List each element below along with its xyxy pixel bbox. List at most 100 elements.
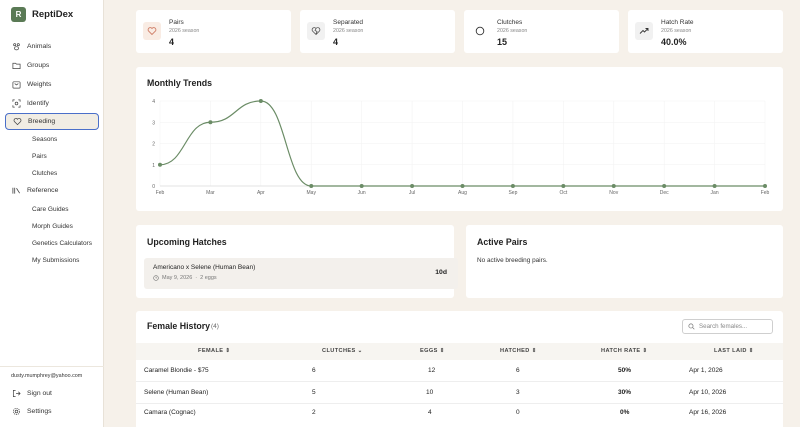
x-tick-label: May [307, 190, 317, 196]
stat-value: 15 [497, 37, 508, 47]
x-tick-label: Dec [660, 190, 669, 196]
brand[interactable]: R ReptiDex [11, 7, 73, 22]
sidebar-subitem-seasons[interactable]: Seasons [32, 136, 58, 143]
search-box[interactable]: Search females... [682, 319, 773, 334]
clock-icon [153, 275, 159, 281]
sidebar-item-label: Reference [27, 187, 59, 194]
data-point [359, 184, 364, 188]
sidebar-subitem-clutches[interactable]: Clutches [32, 170, 58, 177]
cell-clutches: 2 [312, 409, 316, 416]
hatch-eggs: 2 eggs [200, 275, 217, 281]
heart-icon [12, 117, 22, 127]
x-tick-label: Feb [156, 190, 165, 196]
sign-out-button[interactable]: Sign out [5, 385, 99, 402]
egg-icon [471, 22, 489, 40]
stat-label: Pairs [169, 19, 184, 26]
data-point [410, 184, 415, 188]
stat-value: 4 [169, 37, 175, 47]
app-name: ReptiDex [32, 9, 74, 20]
cell-hatched: 0 [516, 409, 520, 416]
data-point [208, 120, 213, 125]
data-point [510, 184, 515, 188]
data-point [158, 162, 162, 167]
cell-eggs: 12 [428, 367, 436, 374]
active-pairs-card: Active Pairs No active breeding pairs. [466, 225, 783, 298]
sign-out-label: Sign out [27, 390, 52, 397]
hatch-days: 10d [435, 269, 447, 276]
cell-hatch-rate: 50% [618, 367, 632, 374]
cell-eggs: 4 [428, 409, 432, 416]
sidebar-divider [0, 366, 104, 367]
row-divider [136, 381, 783, 382]
sidebar-subitem-care-guides[interactable]: Care Guides [32, 206, 69, 213]
settings-button[interactable]: Settings [5, 403, 99, 420]
data-point [712, 184, 717, 188]
cell-hatch-rate: 0% [620, 409, 630, 416]
x-tick-label: Jun [358, 190, 366, 196]
cell-last-laid: Apr 16, 2026 [689, 409, 727, 416]
cell-hatch-rate: 30% [618, 389, 632, 396]
stat-card-pairs: Pairs 2026 season 4 [136, 10, 291, 53]
y-tick-label: 1 [152, 163, 155, 169]
trend-up-icon [635, 22, 653, 40]
female-history-count: (4) [211, 323, 219, 330]
y-tick-label: 2 [152, 142, 155, 148]
x-tick-label: Jan [711, 190, 719, 196]
sidebar-item-label: Identify [27, 100, 49, 107]
cell-female: Camara (Cognac) [144, 409, 196, 416]
data-point [763, 184, 767, 188]
data-point [460, 184, 465, 188]
sidebar-subitem-pairs[interactable]: Pairs [32, 153, 47, 160]
sidebar-subitem-genetics-calculators[interactable]: Genetics Calculators [32, 240, 92, 247]
x-tick-label: Jul [409, 190, 415, 196]
heart-icon [143, 22, 161, 40]
stat-value: 40.0% [661, 37, 687, 47]
settings-label: Settings [27, 408, 52, 415]
cell-clutches: 6 [312, 367, 316, 374]
x-tick-label: Feb [761, 190, 770, 196]
column-header-female[interactable]: FEMALE ⇕ [198, 348, 231, 354]
search-icon [688, 323, 695, 330]
cell-clutches: 5 [312, 389, 316, 396]
y-tick-label: 3 [152, 120, 155, 126]
cell-female: Selene (Human Bean) [144, 389, 209, 396]
x-tick-label: Mar [206, 190, 215, 196]
cell-last-laid: Apr 1, 2026 [689, 367, 723, 374]
sidebar-item-breeding[interactable]: Breeding [5, 113, 99, 130]
sidebar-item-identify[interactable]: Identify [5, 95, 99, 112]
hatch-meta: May 9, 2026 · 2 eggs [153, 275, 217, 281]
logout-icon [11, 389, 21, 399]
female-history-title: Female History [147, 321, 211, 331]
folder-icon [11, 61, 21, 71]
column-header-clutches[interactable]: CLUTCHES ⌄ [322, 348, 363, 354]
stat-sub: 2026 season [333, 28, 364, 34]
hatch-item[interactable]: Americano x Selene (Human Bean) May 9, 2… [144, 258, 458, 289]
x-tick-label: Aug [458, 190, 467, 196]
sidebar-item-reference[interactable]: Reference [5, 182, 99, 199]
column-header-hatched[interactable]: HATCHED ⇕ [500, 348, 537, 354]
monthly-trends-card: Monthly Trends 0 1 2 3 4 Feb Mar Apr May Jun Jul Au… [136, 67, 783, 211]
sidebar-item-groups[interactable]: Groups [5, 57, 99, 74]
sidebar-subitem-my-submissions[interactable]: My Submissions [32, 257, 80, 264]
broken-heart-icon [307, 22, 325, 40]
stat-label: Separated [333, 19, 363, 26]
sidebar: R ReptiDex Animals Groups Weights Identi… [0, 0, 104, 427]
column-header-hatch-rate[interactable]: HATCH RATE ⇕ [601, 348, 648, 354]
table-header: FEMALE ⇕ CLUTCHES ⌄ EGGS ⇕ HATCHED ⇕ HAT… [136, 343, 783, 360]
x-tick-label: Apr [257, 190, 265, 196]
sidebar-item-weights[interactable]: Weights [5, 76, 99, 93]
user-email: dusty.mumphrey@yahoo.com [11, 373, 83, 379]
stat-card-separated: Separated 2026 season 4 [300, 10, 455, 53]
gear-icon [11, 407, 21, 417]
hatch-pair: Americano x Selene (Human Bean) [153, 264, 256, 271]
active-pairs-empty: No active breeding pairs. [477, 257, 548, 264]
data-point [662, 184, 667, 188]
column-header-last-laid[interactable]: LAST LAID ⇕ [714, 348, 754, 354]
upcoming-hatches-card: Upcoming Hatches Americano x Selene (Hum… [136, 225, 458, 298]
column-header-eggs[interactable]: EGGS ⇕ [420, 348, 445, 354]
sidebar-item-animals[interactable]: Animals [5, 38, 99, 55]
sidebar-item-label: Groups [27, 62, 50, 69]
sidebar-subitem-morph-guides[interactable]: Morph Guides [32, 223, 73, 230]
data-point [561, 184, 566, 188]
data-point [611, 184, 616, 188]
